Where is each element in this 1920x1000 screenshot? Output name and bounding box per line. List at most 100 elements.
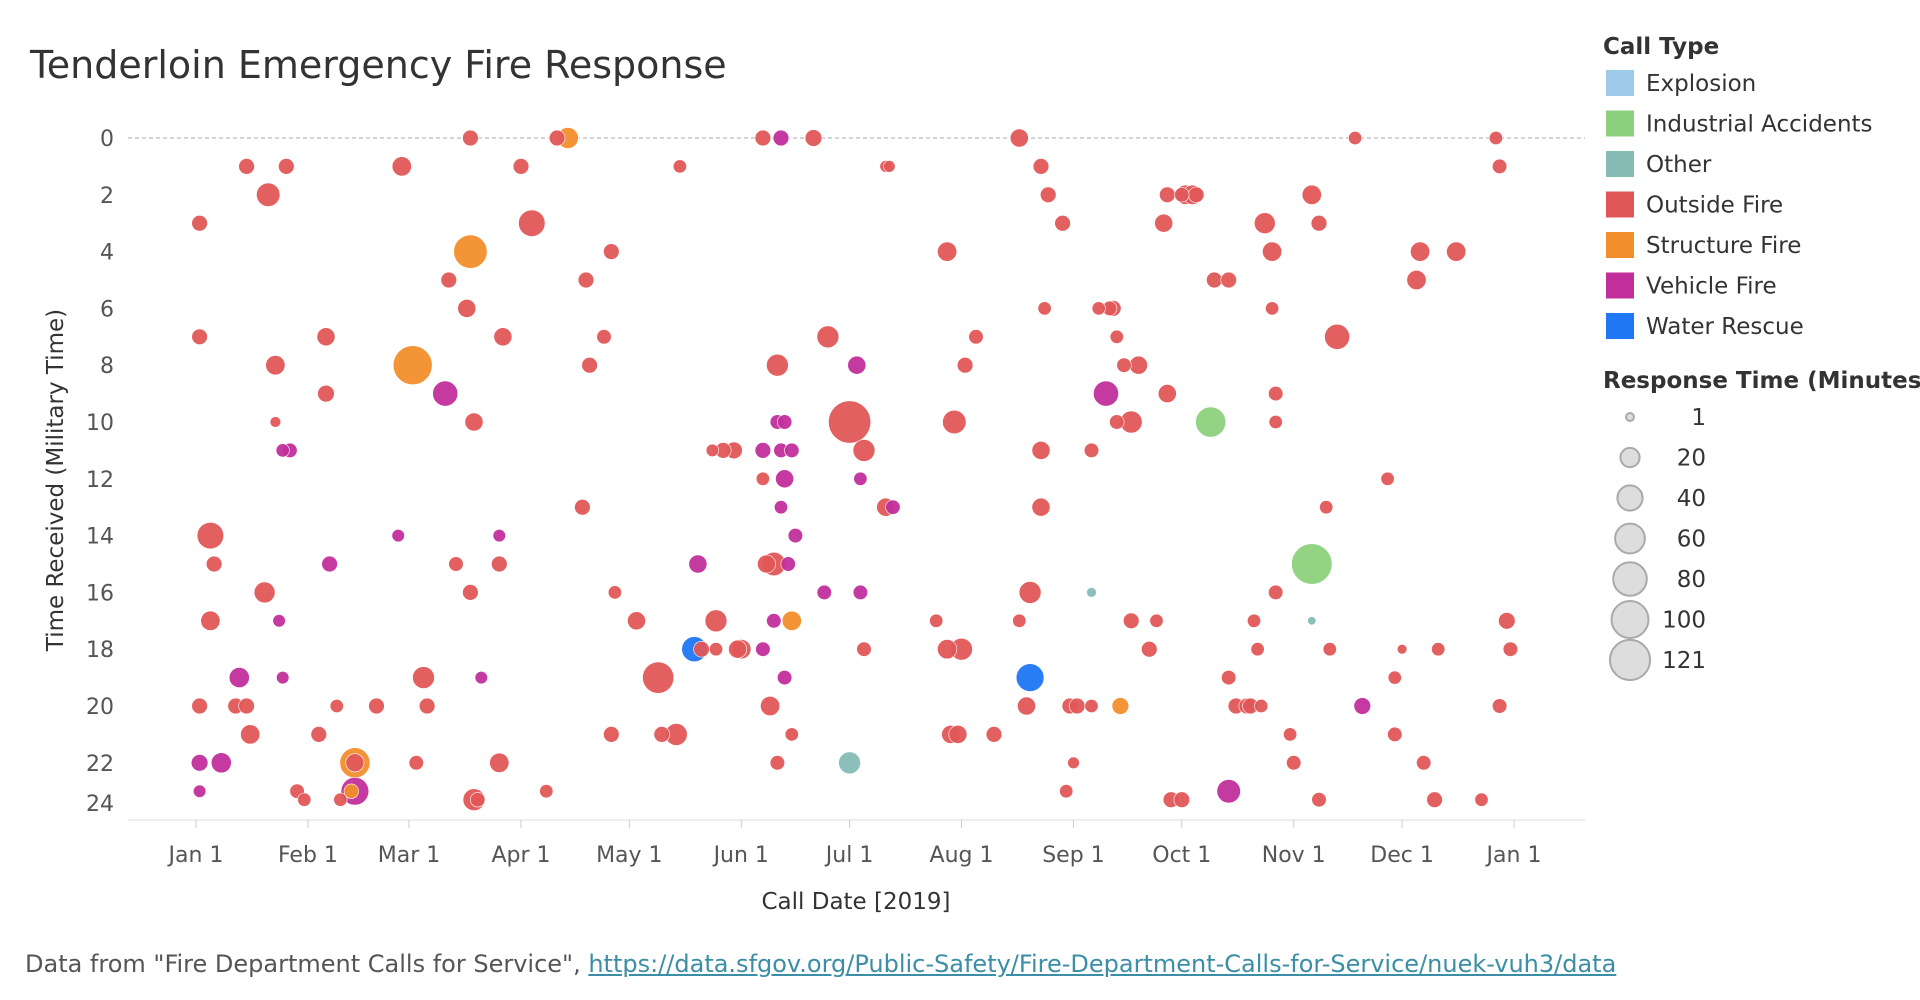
point-outside-fire [1159, 186, 1176, 204]
point-outside-fire [464, 412, 484, 432]
point-outside-fire [1141, 640, 1158, 658]
point-outside-fire [316, 327, 336, 347]
y-axis-label: Time Received (Military Time) [43, 309, 69, 652]
point-structure-fire [1111, 697, 1130, 715]
point-outside-fire [1157, 384, 1177, 404]
point-vehicle-fire [321, 555, 338, 573]
point-outside-fire [489, 752, 510, 773]
x-tick-label: Jul 1 [824, 843, 874, 868]
point-outside-fire [1268, 414, 1283, 429]
point-structure-fire [453, 234, 488, 269]
point-outside-fire [470, 792, 486, 808]
x-tick-label: Aug 1 [930, 843, 994, 868]
point-outside-fire [1018, 581, 1042, 604]
point-outside-fire [1091, 301, 1106, 316]
point-outside-fire [1387, 726, 1403, 743]
point-outside-fire [1037, 301, 1052, 316]
point-vehicle-fire [780, 556, 796, 572]
point-outside-fire [1348, 131, 1363, 146]
legend-swatch [1606, 272, 1634, 299]
size-legend-circle [1614, 522, 1646, 555]
point-outside-fire [265, 355, 286, 376]
point-vehicle-fire [688, 554, 708, 574]
point-outside-fire [1109, 414, 1125, 430]
legend-swatch [1606, 191, 1634, 218]
point-outside-fire [1380, 471, 1395, 486]
point-outside-fire [704, 609, 728, 633]
point-outside-fire [418, 697, 436, 715]
y-tick-label: 16 [86, 581, 114, 606]
point-outside-fire [1247, 613, 1262, 628]
point-outside-fire [1416, 755, 1432, 771]
y-tick-label: 0 [100, 127, 114, 152]
point-outside-fire [1262, 241, 1283, 262]
x-tick-label: May 1 [596, 843, 662, 868]
legend-swatch [1606, 70, 1634, 96]
point-vehicle-fire [885, 499, 901, 515]
point-vehicle-fire [190, 754, 209, 772]
point-outside-fire [1406, 269, 1427, 290]
size-legend-label: 20 [1677, 446, 1706, 472]
x-tick-label: Jun 1 [712, 843, 769, 868]
chart-title: Tenderloin Emergency Fire Response [29, 43, 727, 87]
point-vehicle-fire [1093, 380, 1119, 407]
point-outside-fire [440, 271, 457, 289]
y-tick-label: 24 [86, 792, 114, 817]
point-outside-fire [1054, 215, 1071, 232]
point-vehicle-fire [391, 528, 405, 543]
size-legend-label: 80 [1677, 567, 1706, 593]
point-vehicle-fire [210, 752, 232, 774]
point-outside-fire [205, 555, 223, 573]
point-outside-fire [784, 727, 799, 742]
point-vehicle-fire [492, 528, 506, 543]
point-outside-fire [1059, 784, 1074, 799]
y-tick-label: 2 [100, 184, 114, 209]
point-vehicle-fire [784, 442, 800, 459]
point-outside-fire [1474, 792, 1489, 807]
point-water-rescue [1015, 663, 1045, 692]
footer-link[interactable]: https://data.sfgov.org/Public-Safety/Fir… [588, 950, 1617, 978]
point-outside-fire [196, 521, 224, 550]
point-outside-fire [1502, 641, 1518, 657]
point-outside-fire [491, 555, 508, 573]
point-vehicle-fire [228, 667, 250, 689]
point-outside-fire [345, 753, 365, 773]
x-axis-ticks: Jan 1 Feb 1 Mar 1 Apr 1 May 1 Jun 1 Jul 1 Aug 1… [167, 820, 1541, 868]
point-outside-fire [1187, 186, 1205, 204]
size-legend-circle [1612, 561, 1648, 597]
point-vehicle-fire [816, 584, 832, 601]
point-outside-fire [191, 215, 208, 232]
point-outside-fire [708, 642, 723, 657]
point-outside-fire [253, 581, 276, 604]
point-outside-fire [693, 640, 710, 658]
point-vehicle-fire [773, 500, 788, 515]
y-tick-label: 22 [86, 752, 114, 777]
point-outside-fire [627, 611, 646, 631]
point-outside-fire [1322, 642, 1337, 657]
legend-swatch [1606, 110, 1634, 137]
point-outside-fire [1265, 301, 1280, 316]
point-vehicle-fire [432, 380, 459, 407]
point-outside-fire [603, 243, 620, 260]
point-outside-fire [1310, 215, 1328, 232]
point-outside-fire [705, 443, 720, 458]
point-outside-fire [956, 357, 974, 374]
point-vehicle-fire [276, 670, 290, 685]
point-outside-fire [985, 726, 1003, 743]
point-outside-fire [1324, 323, 1351, 350]
point-outside-fire [1068, 697, 1086, 715]
legend-item-label: Other [1646, 152, 1712, 178]
size-legend-label: 121 [1662, 648, 1706, 674]
y-tick-label: 20 [86, 695, 114, 720]
y-tick-label: 18 [86, 638, 114, 663]
x-tick-label: Feb 1 [278, 843, 338, 868]
y-tick-label: 8 [100, 354, 114, 379]
point-outside-fire [1009, 128, 1029, 148]
point-outside-fire [1446, 241, 1467, 262]
point-outside-fire [1149, 613, 1164, 628]
x-tick-label: Dec 1 [1370, 843, 1434, 868]
y-tick-label: 4 [100, 241, 114, 266]
x-tick-label: Jan 1 [167, 843, 224, 868]
size-legend-circle [1616, 484, 1644, 512]
